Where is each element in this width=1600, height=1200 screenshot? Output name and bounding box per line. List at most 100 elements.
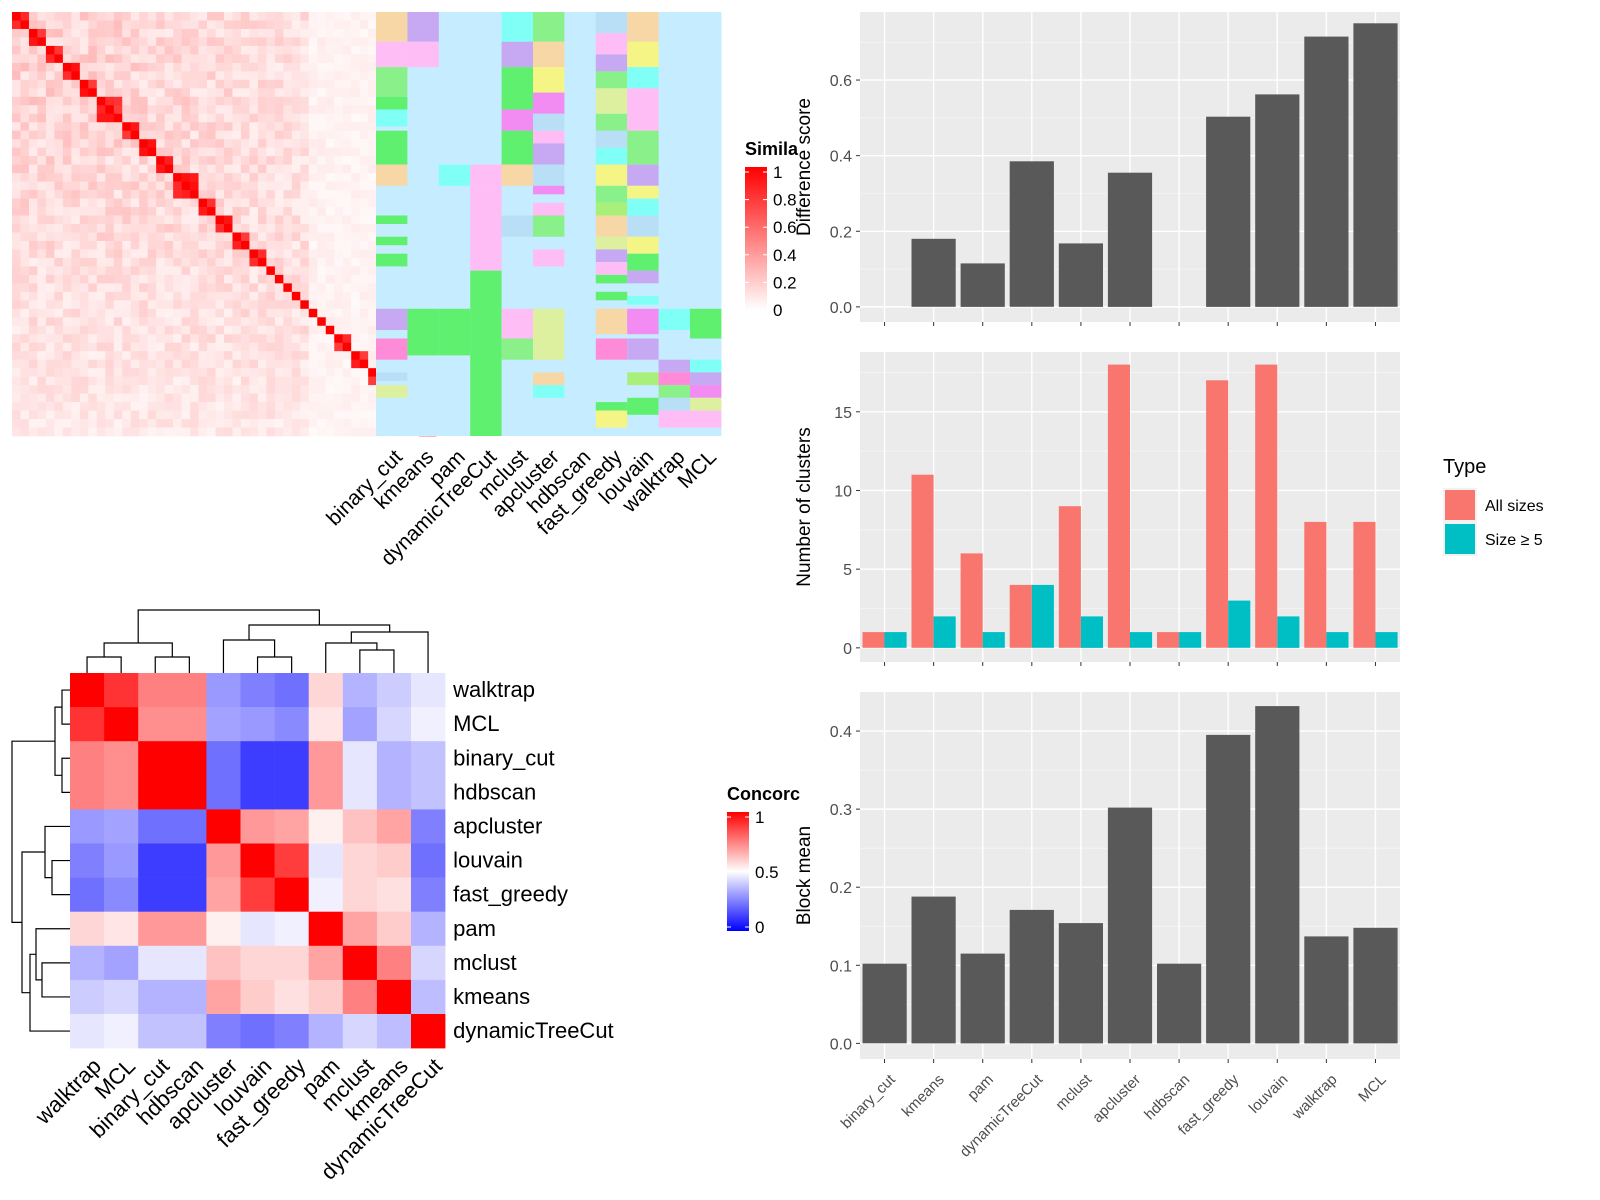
similarity-cell xyxy=(113,147,123,157)
similarity-cell xyxy=(105,410,115,420)
similarity-cell xyxy=(20,130,30,140)
similarity-cell xyxy=(342,173,352,182)
class-segment xyxy=(501,308,533,339)
similarity-cell xyxy=(71,156,81,165)
similarity-cell xyxy=(54,419,64,428)
similarity-cell xyxy=(122,122,132,132)
similarity-cell xyxy=(164,402,174,411)
similarity-cell xyxy=(139,368,148,377)
similarity-cell xyxy=(147,402,157,411)
similarity-cell xyxy=(207,20,216,30)
similarity-cell xyxy=(139,37,148,47)
similarity-cell xyxy=(266,224,276,233)
similarity-cell xyxy=(113,317,123,327)
similarity-cell xyxy=(173,139,182,148)
similarity-cell xyxy=(139,274,148,284)
similarity-cell xyxy=(37,249,47,259)
similarity-cell xyxy=(54,274,64,284)
class-segment xyxy=(533,67,565,93)
similarity-cell xyxy=(71,105,81,115)
concordance-row-label: dynamicTreeCut xyxy=(453,1018,614,1043)
similarity-cell xyxy=(130,232,140,242)
similarity-cell xyxy=(181,207,191,216)
similarity-cell xyxy=(232,359,242,369)
similarity-cell xyxy=(71,274,81,284)
similarity-cell xyxy=(88,88,98,98)
similarity-cell xyxy=(359,207,369,216)
similarity-cell xyxy=(198,359,208,369)
concordance-cell xyxy=(104,673,139,708)
similarity-cell xyxy=(164,156,174,165)
similarity-cell xyxy=(283,20,293,30)
similarity-cell xyxy=(342,283,352,293)
similarity-cell xyxy=(283,308,293,318)
similarity-cell xyxy=(173,334,182,344)
similarity-cell xyxy=(359,368,369,377)
concordance-cell xyxy=(274,809,309,844)
similarity-cell xyxy=(105,198,115,208)
similarity-cell xyxy=(96,156,106,165)
similarity-cell xyxy=(266,402,276,411)
similarity-cell xyxy=(224,266,233,276)
similarity-cell xyxy=(325,113,335,123)
similarity-cell xyxy=(351,164,360,174)
concordance-cell xyxy=(308,877,344,912)
similarity-cell xyxy=(190,427,199,437)
similarity-cell xyxy=(291,54,301,64)
similarity-cell xyxy=(266,156,276,165)
similarity-cell xyxy=(232,240,242,250)
similarity-cell xyxy=(54,156,64,165)
similarity-cell xyxy=(181,266,191,276)
concordance-cell xyxy=(411,741,446,776)
similarity-cell xyxy=(71,266,81,276)
similarity-cell xyxy=(300,28,310,38)
similarity-cell xyxy=(308,45,318,55)
concordance-cell xyxy=(70,1014,105,1049)
similarity-cell xyxy=(79,20,89,30)
class-segment xyxy=(376,338,408,360)
similarity-cell xyxy=(240,122,250,132)
similarity-cell xyxy=(79,402,89,411)
similarity-cell xyxy=(96,198,106,208)
similarity-cell xyxy=(240,427,250,437)
similarity-cell xyxy=(291,266,301,276)
similarity-cell xyxy=(240,198,250,208)
similarity-cell xyxy=(368,198,377,208)
similarity-cell xyxy=(317,28,327,38)
similarity-cell xyxy=(181,393,191,403)
similarity-cell xyxy=(249,207,259,216)
similarity-cell xyxy=(130,325,140,335)
similarity-cell xyxy=(274,173,284,182)
similarity-cell xyxy=(266,325,276,335)
similarity-cell xyxy=(28,427,38,437)
similarity-cell xyxy=(308,173,318,182)
similarity-cell xyxy=(342,37,352,47)
class-segment xyxy=(595,274,628,284)
similarity-cell xyxy=(88,71,98,81)
similarity-cell xyxy=(28,249,38,259)
similarity-cell xyxy=(71,232,81,242)
similarity-cell xyxy=(207,266,216,276)
similarity-cell xyxy=(122,113,132,123)
class-segment xyxy=(627,270,659,284)
similarity-cell xyxy=(62,28,72,38)
similarity-cell xyxy=(291,317,301,327)
similarity-cell xyxy=(62,266,72,276)
similarity-cell xyxy=(45,385,55,394)
concordance-row-label: kmeans xyxy=(453,984,530,1009)
concordance-cell xyxy=(206,843,241,878)
similarity-cell xyxy=(300,376,310,386)
similarity-cell xyxy=(308,147,318,157)
similarity-cell xyxy=(113,427,123,437)
similarity-cell xyxy=(325,181,335,191)
similarity-cell xyxy=(368,419,377,428)
similarity-cell xyxy=(147,79,157,89)
similarity-cell xyxy=(198,105,208,115)
similarity-cell xyxy=(325,351,335,360)
similarity-cell xyxy=(291,334,301,344)
similarity-cell xyxy=(215,12,225,21)
similarity-cell xyxy=(164,351,174,360)
similarity-cell xyxy=(130,427,140,437)
similarity-cell xyxy=(62,300,72,310)
class-segment xyxy=(595,402,628,411)
